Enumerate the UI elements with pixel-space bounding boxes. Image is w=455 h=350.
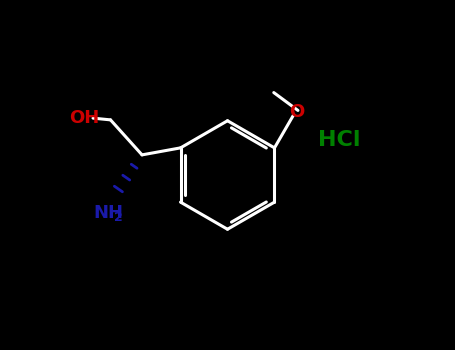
Text: 2: 2 (114, 211, 122, 224)
Text: O: O (289, 103, 304, 121)
Text: NH: NH (94, 204, 124, 222)
Text: OH: OH (69, 109, 99, 127)
Text: HCl: HCl (318, 130, 361, 150)
